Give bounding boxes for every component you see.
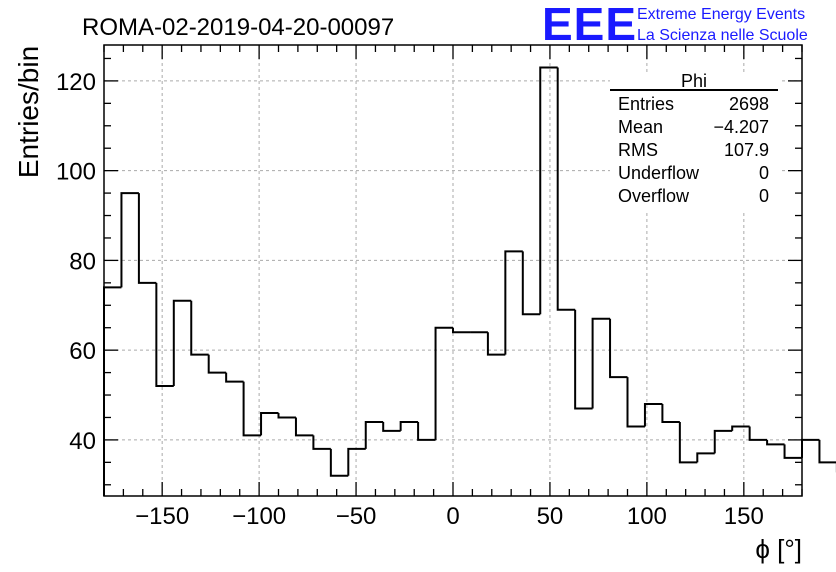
histogram-bin <box>137 193 157 284</box>
y-axis-label: Entries/bin <box>13 46 44 178</box>
histogram-bin <box>661 404 680 423</box>
histogram-bin <box>260 411 279 436</box>
histogram-bin <box>155 282 174 388</box>
stats-row-value: −4.207 <box>713 117 769 137</box>
histogram-bin <box>207 354 227 374</box>
x-tick-label: −50 <box>336 503 377 530</box>
histogram-bin <box>434 326 453 440</box>
histogram-bin <box>399 420 419 431</box>
x-tick-label: −150 <box>135 503 189 530</box>
histogram-bin <box>225 372 244 383</box>
grid-lines <box>104 45 802 496</box>
histogram-bin <box>382 421 401 432</box>
y-tick-label: 60 <box>69 338 96 365</box>
logo-line-2: La Scienza nelle Scuole <box>637 27 808 44</box>
logo-line-1: Extreme Energy Events <box>637 6 805 23</box>
histogram-bin <box>312 435 331 450</box>
histogram-bin <box>329 448 349 477</box>
histogram-bin <box>294 417 314 437</box>
x-tick-label: 150 <box>724 503 764 530</box>
stats-row-label: Overflow <box>618 186 690 206</box>
histogram-bin <box>609 318 628 379</box>
histogram-bin <box>539 66 558 315</box>
histogram-bin <box>731 425 750 431</box>
stats-row-label: Mean <box>618 117 663 137</box>
y-tick-label: 40 <box>69 428 96 455</box>
histogram-bin <box>347 447 366 476</box>
histogram-bin <box>103 286 122 496</box>
stats-row-label: Underflow <box>618 163 700 183</box>
axes <box>103 44 803 497</box>
stats-row-value: 0 <box>759 186 769 206</box>
histogram-bin <box>242 381 262 437</box>
histogram-bin <box>766 439 785 446</box>
y-tick-label: 120 <box>56 69 96 96</box>
histogram-bin <box>713 429 733 454</box>
histogram-bin <box>643 403 663 427</box>
stats-row-value: 2698 <box>729 94 769 114</box>
x-tick-label: 100 <box>627 503 667 530</box>
stats-row-value: 107.9 <box>724 140 769 160</box>
histogram-bin <box>190 300 209 356</box>
histogram-bin <box>277 412 296 419</box>
tick-labels: −150 −100 −50 0 50 100 150 40 60 80 100 120 <box>56 69 764 530</box>
eee-logo-mark: EEE <box>542 0 637 50</box>
stats-row-value: 0 <box>759 163 769 183</box>
y-tick-label: 80 <box>69 248 96 275</box>
stats-rows: Entries 2698 Mean −4.207 RMS 107.9 Underflow 0 O… <box>618 94 769 206</box>
histogram-bin <box>364 420 384 449</box>
run-title: ROMA-02-2019-04-20-00097 <box>82 14 394 41</box>
histogram-bin <box>801 438 820 458</box>
histogram-bin <box>452 327 471 334</box>
histogram-bin <box>172 299 192 387</box>
histogram-bin <box>417 421 436 441</box>
histogram-bin <box>521 251 541 316</box>
histogram-bin <box>486 332 506 356</box>
stats-box-background <box>610 75 780 210</box>
stats-row-label: Entries <box>618 94 674 114</box>
histogram-bin <box>556 67 576 311</box>
histogram-bin <box>783 444 802 459</box>
histogram-bin <box>696 452 715 463</box>
histogram-bin <box>591 317 611 409</box>
histogram-bin <box>120 192 139 288</box>
stats-box-title: Phi <box>681 71 707 91</box>
stats-row-label: RMS <box>618 140 658 160</box>
histogram-layer <box>103 66 836 496</box>
stats-box: Phi Entries 2698 Mean −4.207 RMS 107.9 Underfl… <box>610 71 780 210</box>
y-tick-label: 100 <box>56 159 96 186</box>
histogram-bin <box>818 439 836 464</box>
eee-logo: EEE Extreme Energy Events La Scienza nel… <box>542 0 808 50</box>
x-tick-label: −100 <box>232 503 286 530</box>
x-tick-label: 50 <box>537 503 564 530</box>
x-axis-label: ϕ [°] <box>755 534 802 564</box>
histogram-bin <box>574 309 593 410</box>
x-tick-label: 0 <box>446 503 459 530</box>
histogram-bin <box>504 250 523 355</box>
histogram-bin <box>626 377 645 428</box>
histogram-bin <box>678 421 698 464</box>
histogram-bin <box>748 426 768 441</box>
